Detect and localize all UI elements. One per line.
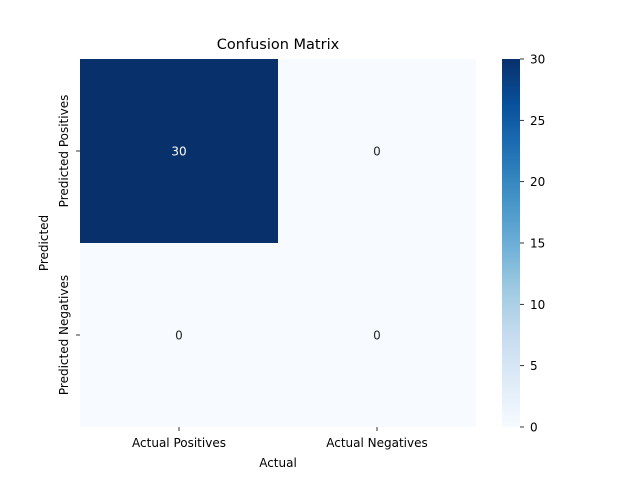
- cell-value-label: 0: [373, 329, 381, 343]
- y-axis-ticks: Predicted Positives Predicted Negatives: [57, 95, 80, 395]
- cell-value-label: 0: [373, 145, 381, 159]
- colorbar-tick-label: 20: [530, 175, 545, 189]
- heatmap-cells: 30 0 0 0: [80, 59, 476, 427]
- heatmap-cell: [80, 59, 278, 243]
- x-axis-ticks: Actual Positives Actual Negatives: [132, 427, 428, 450]
- colorbar-tick-label: 10: [530, 298, 545, 312]
- chart-title: Confusion Matrix: [217, 37, 340, 53]
- x-tick-label: Actual Negatives: [326, 436, 428, 450]
- heatmap-cell: [80, 243, 278, 427]
- y-tick-label: Predicted Positives: [57, 95, 71, 208]
- colorbar-tick-label: 25: [530, 114, 545, 128]
- x-axis-label: Actual: [259, 456, 297, 470]
- colorbar-tick-label: 0: [530, 421, 538, 435]
- cell-value-label: 0: [175, 329, 183, 343]
- y-tick-label: Predicted Negatives: [57, 275, 71, 395]
- colorbar-tick-label: 5: [530, 359, 538, 373]
- colorbar-tick-label: 30: [530, 53, 545, 67]
- heatmap-cell: [278, 243, 476, 427]
- cell-value-label: 30: [171, 145, 186, 159]
- y-axis-label: Predicted: [37, 215, 51, 271]
- heatmap-cell: [278, 59, 476, 243]
- colorbar: [502, 59, 520, 427]
- colorbar-tick-label: 15: [530, 237, 545, 251]
- colorbar-ticks: 0 5 10 15 20 25 30: [520, 53, 545, 435]
- x-tick-label: Actual Positives: [132, 436, 226, 450]
